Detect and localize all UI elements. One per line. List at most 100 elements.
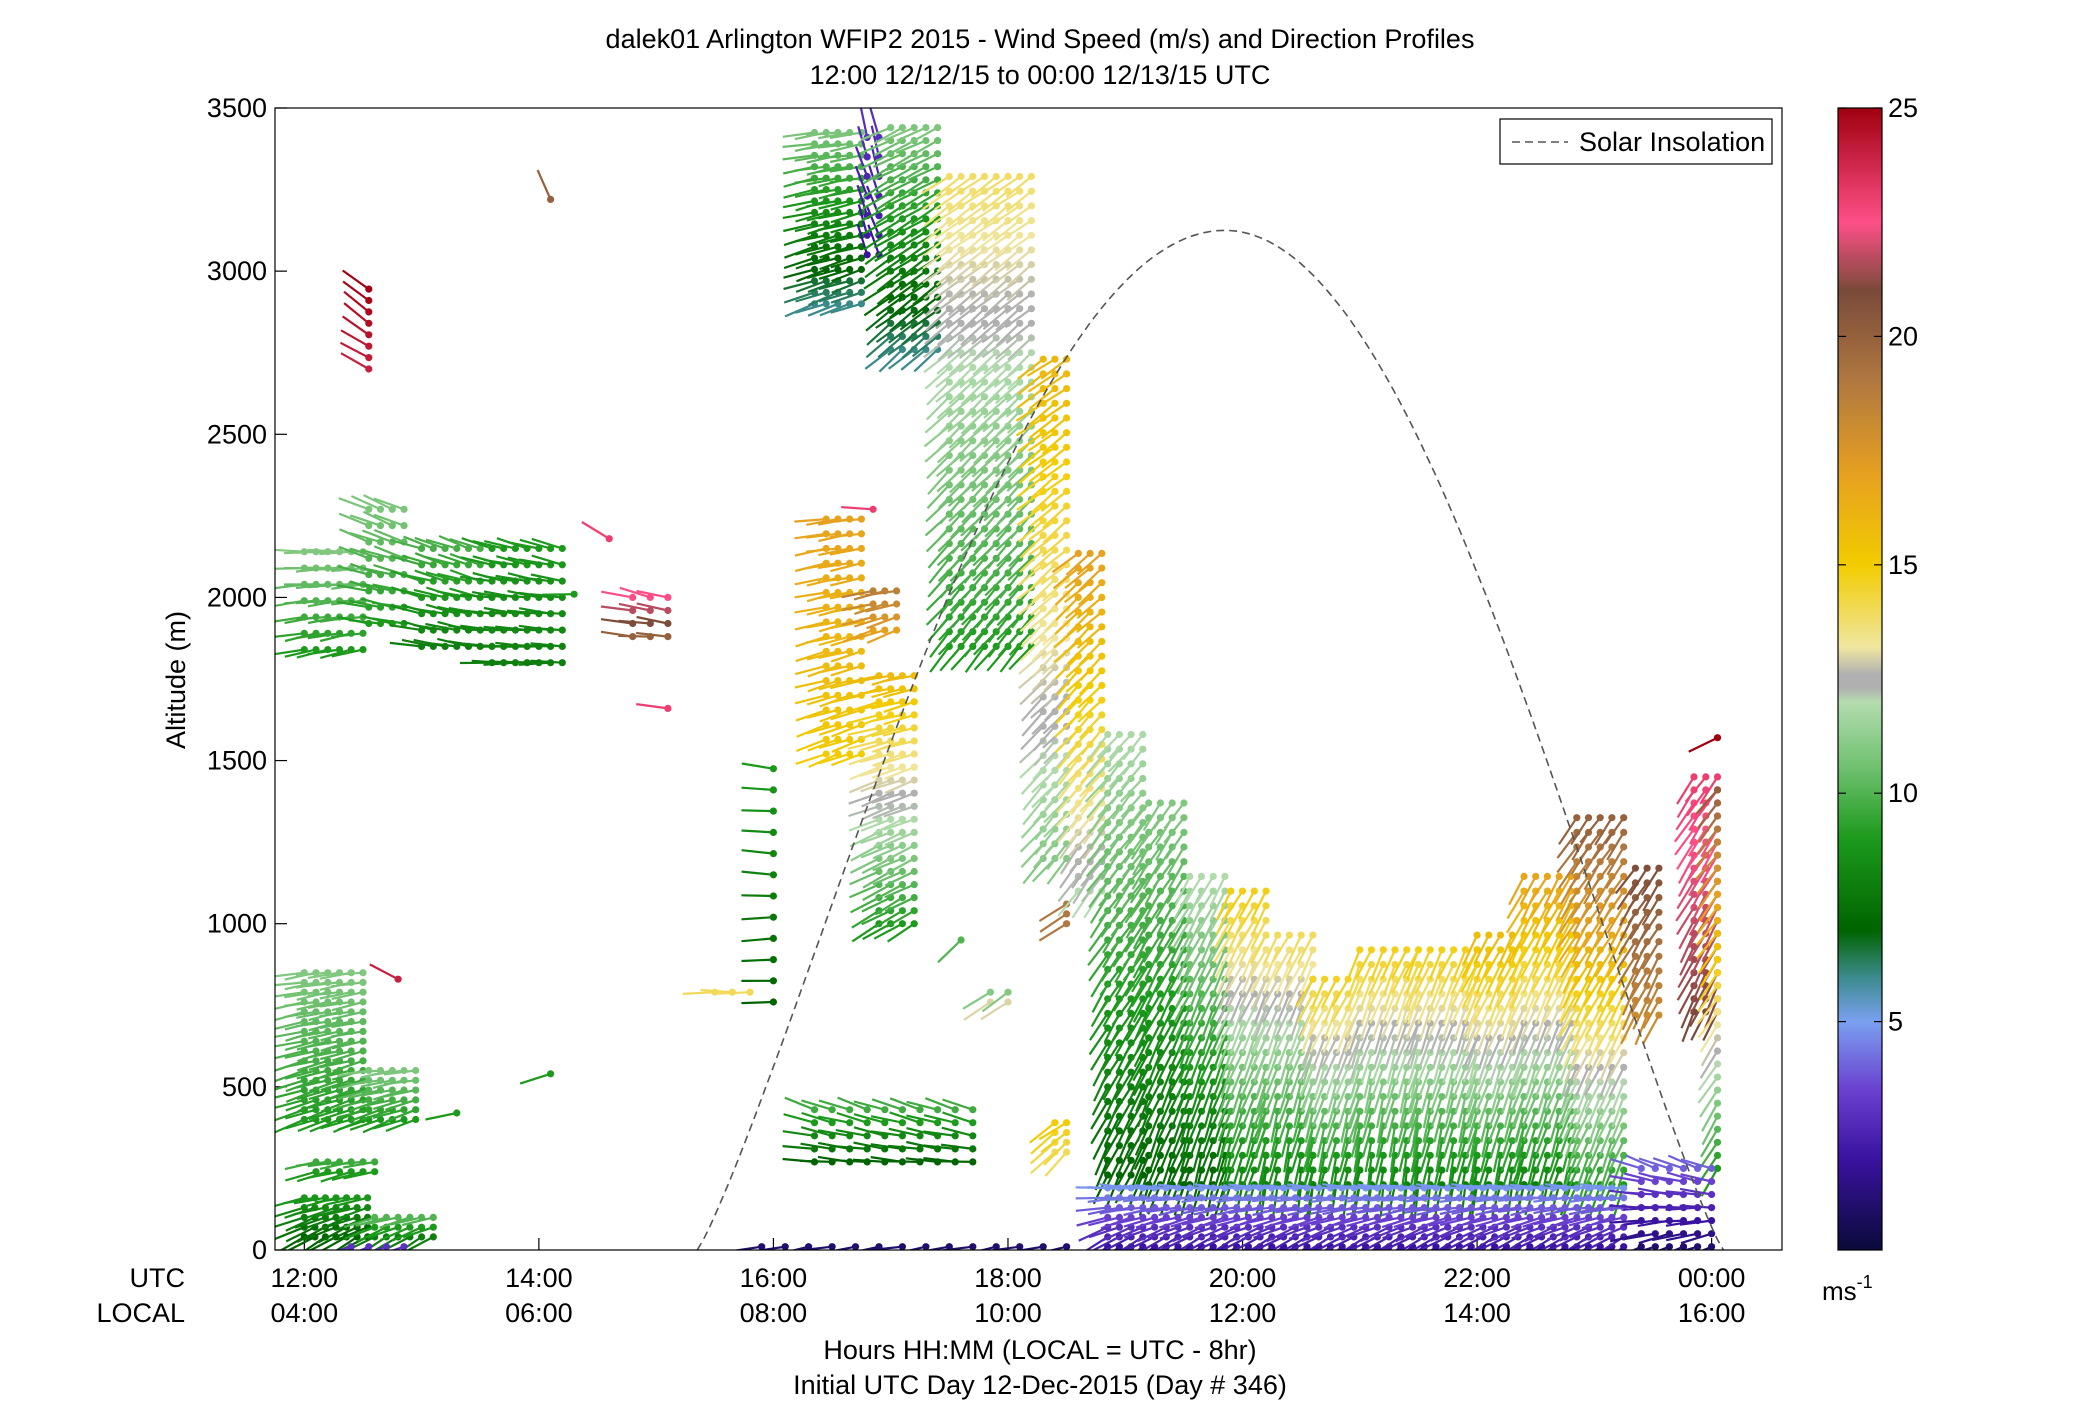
wind-barb-point: [418, 544, 426, 553]
wind-barb-point: [324, 1076, 332, 1084]
wind-barb-shaft: [1114, 1027, 1133, 1057]
wind-barb-shaft: [1030, 1131, 1056, 1155]
wind-barb-shaft: [331, 648, 364, 658]
wind-barb-shaft: [862, 922, 892, 941]
wind-barb-point: [1321, 1049, 1329, 1057]
wind-barb-shaft: [935, 366, 962, 388]
wind-barb-shaft: [1100, 910, 1121, 938]
wind-barb-point: [863, 1145, 871, 1153]
wind-barb-shaft: [1384, 1037, 1397, 1069]
wind-barb-shaft: [1081, 743, 1103, 771]
wind-barb-point: [922, 267, 930, 275]
wind-barb-shaft: [993, 219, 1021, 242]
wind-barb-shaft: [995, 425, 1021, 449]
wind-barb-shaft: [1181, 1125, 1191, 1158]
wind-barb-shaft: [934, 293, 962, 314]
wind-barb-shaft: [285, 1089, 317, 1103]
wind-barb-shaft: [795, 302, 827, 314]
wind-barb-shaft: [996, 396, 1021, 421]
wind-barb-shaft: [848, 779, 880, 794]
wind-barb-shaft: [402, 1226, 434, 1239]
wind-barb-shaft: [1358, 1022, 1373, 1054]
wind-barb-shaft: [1017, 475, 1044, 498]
wind-barb-shaft: [1409, 1125, 1420, 1158]
y-tick-label: 3500: [207, 93, 267, 123]
wind-barb-point: [893, 587, 901, 595]
wind-barb-shaft: [1041, 417, 1068, 439]
wind-barb-shaft: [861, 217, 892, 236]
wind-barb-point: [857, 750, 866, 758]
wind-barb-shaft: [295, 971, 328, 977]
wind-barb-point: [664, 704, 672, 713]
wind-barb-shaft: [1228, 934, 1244, 965]
wind-barb-point: [1485, 931, 1493, 939]
wind-barb-point: [898, 1132, 907, 1140]
wind-barb-point: [1584, 814, 1593, 822]
wind-barb-point: [1379, 1093, 1387, 1101]
wind-barb-shaft: [1161, 1155, 1174, 1187]
wind-barb-shaft: [1132, 993, 1150, 1023]
wind-barb-shaft: [817, 1115, 850, 1124]
wind-barb-shaft: [1018, 461, 1044, 485]
wind-barb-shaft: [860, 139, 892, 154]
wind-barb-shaft: [873, 231, 903, 249]
wind-barb-shaft: [1104, 1115, 1121, 1146]
wind-barb-point: [1262, 916, 1270, 925]
wind-barb-shaft: [806, 268, 839, 279]
wind-barb-shaft: [741, 809, 774, 813]
wind-barb-point: [1426, 1151, 1434, 1159]
wind-barb-shaft: [887, 335, 915, 356]
wind-barb-shaft: [968, 219, 997, 239]
wind-barb-point: [1051, 473, 1059, 481]
wind-barb-shaft: [1263, 964, 1279, 995]
wind-barb-shaft: [519, 538, 551, 550]
wind-barb-point: [1027, 349, 1035, 357]
wind-barb-shaft: [936, 249, 962, 273]
wind-barb-shaft: [1359, 978, 1373, 1010]
wind-barb-point: [629, 593, 637, 602]
wind-barb-shaft: [1030, 681, 1056, 705]
wind-barb-shaft: [829, 154, 862, 164]
wind-barb-shaft: [910, 217, 939, 238]
wind-barb-shaft: [939, 498, 962, 525]
wind-barb-point: [810, 1132, 819, 1140]
wind-barb-shaft: [782, 142, 815, 148]
wind-barb-point: [1713, 969, 1722, 977]
wind-barb-shaft: [1135, 1154, 1150, 1186]
wind-barb-shaft: [1303, 1096, 1314, 1128]
wind-barb-point: [1620, 1122, 1628, 1130]
wind-barb-point: [875, 776, 883, 784]
wind-barb-shaft: [373, 545, 405, 560]
wind-barb-shaft: [1371, 1052, 1385, 1084]
wind-barb-point: [1197, 931, 1206, 939]
wind-barb-shaft: [961, 542, 986, 568]
wind-barb-shaft: [1116, 1145, 1133, 1176]
wind-barb-shaft: [1236, 919, 1256, 949]
wind-barb-point: [1391, 1122, 1399, 1130]
wind-barb-shaft: [337, 1226, 369, 1241]
wind-barb-shaft: [1040, 563, 1068, 586]
wind-barb-shaft: [1084, 777, 1109, 803]
wind-barb-point: [769, 913, 778, 921]
wind-barb-shaft: [887, 1160, 921, 1163]
wind-barb-point: [746, 988, 754, 996]
wind-barb-shaft: [1354, 1125, 1361, 1158]
wind-barb-shaft: [1019, 534, 1044, 559]
wind-barb-shaft: [1015, 402, 1044, 422]
wind-barb-shaft: [961, 498, 986, 524]
wind-barb-shaft: [971, 263, 997, 287]
wind-barb-point: [1379, 1078, 1387, 1086]
wind-barb-shaft: [1088, 924, 1109, 952]
wind-barb-point: [1156, 990, 1164, 998]
wind-barb-shaft: [1092, 1130, 1109, 1160]
wind-barb-shaft: [830, 291, 862, 304]
wind-barb-shaft: [1297, 934, 1314, 965]
wind-barb-shaft: [1262, 993, 1279, 1023]
wind-barb-shaft: [872, 165, 903, 181]
wind-barb-shaft: [1088, 807, 1109, 835]
wind-barb-shaft: [1028, 461, 1056, 483]
wind-barb-shaft: [1314, 1052, 1326, 1084]
wind-barb-shaft: [806, 562, 839, 570]
wind-barb-shaft: [1029, 417, 1056, 439]
wind-barb-point: [922, 163, 930, 171]
